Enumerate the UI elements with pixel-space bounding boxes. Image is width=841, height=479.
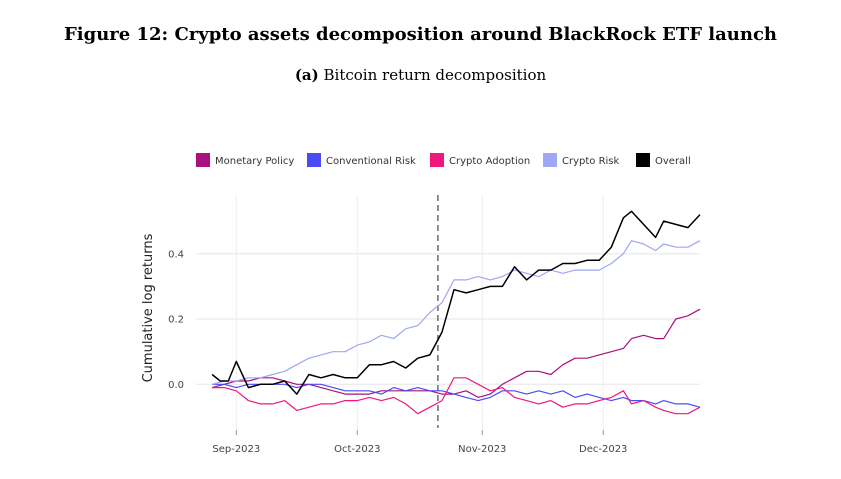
- legend-label-conventional-risk: Conventional Risk: [326, 156, 416, 167]
- legend-swatch-monetary-policy: [196, 153, 210, 167]
- subtitle-label: (a): [294, 66, 319, 84]
- legend-swatch-crypto-adoption: [430, 153, 444, 167]
- y-axis-title: Cumulative log returns: [141, 233, 156, 382]
- y-tick-label: 0.4: [168, 249, 184, 260]
- figure-title: Figure 12: Crypto assets decomposition a…: [64, 24, 777, 45]
- subtitle-text: Bitcoin return decomposition: [323, 66, 547, 84]
- figure-subtitle: (a) Bitcoin return decomposition: [0, 66, 841, 84]
- legend: Monetary Policy Conventional Risk Crypto A…: [196, 153, 691, 167]
- x-tick-label: Nov-2023: [458, 444, 506, 455]
- x-tick-label: Sep-2023: [212, 444, 260, 455]
- legend-label-crypto-adoption: Crypto Adoption: [449, 156, 530, 167]
- legend-label-crypto-risk: Crypto Risk: [562, 156, 620, 167]
- x-tick-label: Dec-2023: [579, 444, 627, 455]
- series-layer: [211, 210, 701, 415]
- x-tick-label: Oct-2023: [334, 444, 380, 455]
- legend-label-overall: Overall: [655, 156, 691, 167]
- y-tick-label: 0.0: [168, 380, 184, 391]
- legend-swatch-crypto-risk: [543, 153, 557, 167]
- series-line-monetary-policy: [211, 308, 701, 398]
- x-axis: Sep-2023 Oct-2023 Nov-2023 Dec-2023: [212, 430, 627, 455]
- y-tick-label: 0.2: [168, 315, 184, 326]
- legend-swatch-conventional-risk: [307, 153, 321, 167]
- legend-swatch-overall: [636, 153, 650, 167]
- legend-label-monetary-policy: Monetary Policy: [215, 156, 294, 167]
- series-line-conventional-risk: [212, 383, 701, 408]
- series-line-overall: [211, 210, 701, 395]
- y-axis: 0.0 0.2 0.4: [168, 249, 184, 391]
- series-line-crypto-risk: [211, 240, 701, 385]
- series-line-crypto-adoption: [212, 377, 701, 415]
